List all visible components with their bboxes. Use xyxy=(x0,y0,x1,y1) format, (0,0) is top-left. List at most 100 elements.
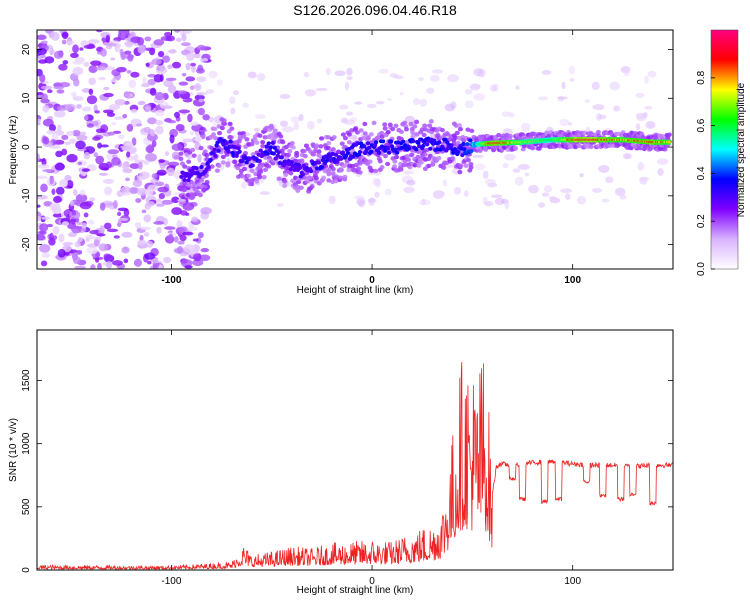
heatmap-cell xyxy=(52,226,60,235)
heatmap-cell xyxy=(598,164,610,173)
colorbar-ticks: 0.0 0.2 0.4 0.6 0.8 xyxy=(696,70,715,276)
heatmap-cell xyxy=(338,156,344,161)
heatmap-cell xyxy=(216,148,221,153)
heatmap-cell xyxy=(368,149,374,154)
heatmap-cell xyxy=(225,163,231,168)
heatmap-cell xyxy=(137,44,146,54)
heatmap-cell xyxy=(103,253,112,260)
heatmap-cell xyxy=(142,77,147,84)
heatmap-cell xyxy=(159,161,166,170)
heatmap-cell xyxy=(189,193,195,198)
heatmap-cell xyxy=(242,166,248,172)
heatmap-cell xyxy=(196,76,207,83)
heatmap-cell xyxy=(90,60,102,66)
heatmap-cell xyxy=(316,149,322,154)
heatmap-cell xyxy=(229,126,235,131)
heatmap-cell xyxy=(165,35,175,42)
heatmap-cell xyxy=(75,140,86,150)
heatmap-cell xyxy=(601,198,610,203)
heatmap-cell xyxy=(177,90,187,95)
heatmap-cell xyxy=(308,169,314,174)
heatmap-cell xyxy=(619,194,627,200)
heatmap-cell xyxy=(455,140,461,146)
heatmap-cell xyxy=(449,143,454,148)
heatmap-cell xyxy=(186,159,192,164)
heatmap-cell xyxy=(37,204,41,208)
heatmap-cell xyxy=(113,235,120,239)
heatmap-cell xyxy=(419,137,424,142)
heatmap-cell xyxy=(41,252,50,258)
heatmap-cell xyxy=(37,215,42,222)
heatmap-cell xyxy=(123,91,131,98)
heatmap-cell xyxy=(181,30,193,35)
heatmap-cell xyxy=(166,167,175,177)
heatmap-cell xyxy=(151,140,157,148)
heatmap-cell xyxy=(369,168,375,173)
heatmap-cell xyxy=(192,259,204,266)
heatmap-cell xyxy=(379,144,385,149)
heatmap-cell xyxy=(237,149,242,154)
heatmap-cell xyxy=(382,126,388,131)
heatmap-cell xyxy=(130,108,138,114)
heatmap-cell xyxy=(257,158,262,163)
heatmap-cell xyxy=(326,140,332,146)
heatmap-cell xyxy=(512,145,518,151)
y-tick-label: 500 xyxy=(21,498,32,515)
heatmap-cell xyxy=(276,202,284,207)
heatmap-cell xyxy=(330,171,336,176)
heatmap-cell xyxy=(128,187,140,194)
heatmap-cell xyxy=(51,132,59,141)
heatmap-cell xyxy=(431,69,444,74)
heatmap-cell xyxy=(123,41,136,46)
heatmap-cell xyxy=(412,124,418,129)
colorbar-tick-label: 0.4 xyxy=(696,166,707,180)
colorbar-label: Normalized spectral amplitude xyxy=(736,82,747,217)
heatmap-cell xyxy=(439,127,445,133)
heatmap-cell xyxy=(149,128,156,137)
y-tick-label: 0 xyxy=(21,144,32,150)
heatmap-cell xyxy=(143,214,152,223)
heatmap-cell xyxy=(418,160,424,165)
heatmap-cell xyxy=(464,190,469,197)
heatmap-cell xyxy=(342,174,348,180)
heatmap-cell xyxy=(415,141,421,146)
heatmap-cell xyxy=(42,169,54,173)
heatmap-cell xyxy=(173,236,179,243)
heatmap-cell xyxy=(298,185,304,190)
y-tick-label: 1000 xyxy=(21,432,32,455)
heatmap-cell xyxy=(366,103,377,109)
heatmap-cell xyxy=(258,169,264,174)
heatmap-cell xyxy=(244,137,250,142)
heatmap-cell xyxy=(189,85,195,91)
heatmap-cell xyxy=(314,143,320,148)
heatmap-cell xyxy=(114,116,125,120)
heatmap-cell xyxy=(490,84,497,92)
heatmap-cell xyxy=(66,179,74,189)
heatmap-cell xyxy=(387,122,393,127)
heatmap-cell xyxy=(314,169,320,174)
heatmap-cell xyxy=(171,61,182,69)
heatmap-cell xyxy=(276,176,282,181)
heatmap-cell xyxy=(257,174,263,180)
heatmap-cell xyxy=(219,125,225,131)
heatmap-cell xyxy=(185,62,191,71)
heatmap-cell xyxy=(436,155,442,161)
heatmap-cell xyxy=(582,130,588,136)
heatmap-cell xyxy=(161,105,173,109)
heatmap-cell xyxy=(241,134,247,139)
heatmap-cell xyxy=(213,135,219,141)
colorbar-tick-label: 0.8 xyxy=(696,70,707,84)
heatmap-cell xyxy=(65,213,71,223)
heatmap-cell xyxy=(151,58,162,65)
heatmap-cell xyxy=(354,101,363,105)
heatmap-cell xyxy=(110,57,116,61)
heatmap-cell xyxy=(171,143,183,152)
heatmap-cell xyxy=(88,88,94,95)
colorbar: 0.0 0.2 0.4 0.6 0.8 Normalized spectral ampl… xyxy=(696,29,747,276)
heatmap-cell xyxy=(217,79,223,86)
heatmap-cell xyxy=(447,159,453,164)
heatmap-cell xyxy=(106,112,116,117)
heatmap-cell xyxy=(167,64,174,70)
heatmap-cell xyxy=(184,265,193,269)
heatmap-cell xyxy=(214,168,220,173)
